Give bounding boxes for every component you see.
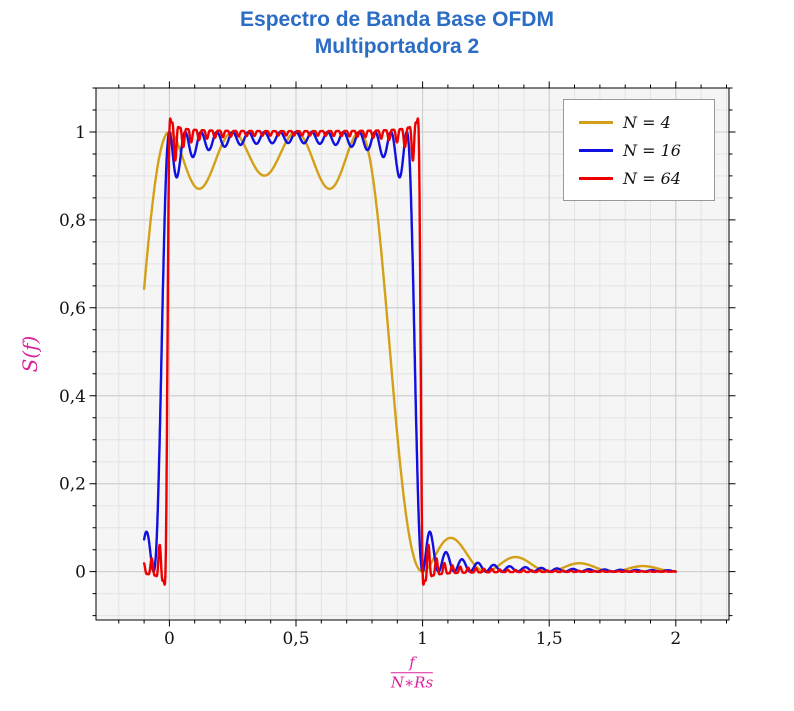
x-axis-label-numerator: f [390,654,434,674]
series-line-n64 [142,117,677,586]
axis-ticks [89,81,736,627]
x-axis-label-denominator: N∗Rs [390,673,434,692]
axis-frame [95,87,730,621]
y-tick-label: 0,8 [59,211,86,231]
x-tick-label: 0 [164,629,175,649]
y-tick-label: 0,6 [59,299,86,319]
legend-box: N = 4 N = 16 N = 64 [563,99,715,201]
x-tick-label: 1 [417,629,428,649]
chart-title-line2: Multiportadora 2 [314,35,480,59]
legend-swatch-n4 [579,120,613,124]
legend-entry-n64: N = 64 [579,164,714,192]
x-tick-label: 0,5 [282,629,309,649]
chart-title-line1: Espectro de Banda Base OFDM [240,8,554,31]
y-tick-label: 0,4 [59,387,86,407]
legend-label-n16: N = 16 [623,140,681,160]
legend-label-n64: N = 64 [623,168,681,188]
y-axis-label: S(f) [18,335,42,373]
x-tick-label: 2 [670,629,681,649]
legend-entry-n4: N = 4 [579,108,714,136]
y-tick-label: 0 [75,563,86,583]
y-tick-label: 1 [75,123,86,143]
legend-swatch-n64 [579,176,613,180]
x-axis-label: f N∗Rs [390,654,434,692]
legend-swatch-n16 [579,148,613,152]
chart-title: Espectro de Banda Base OFDM Multiportado… [0,6,794,61]
legend-label-n4: N = 4 [623,112,671,132]
x-tick-label: 1,5 [536,629,563,649]
y-tick-label: 0,2 [59,475,86,495]
legend-entry-n16: N = 16 [579,136,714,164]
